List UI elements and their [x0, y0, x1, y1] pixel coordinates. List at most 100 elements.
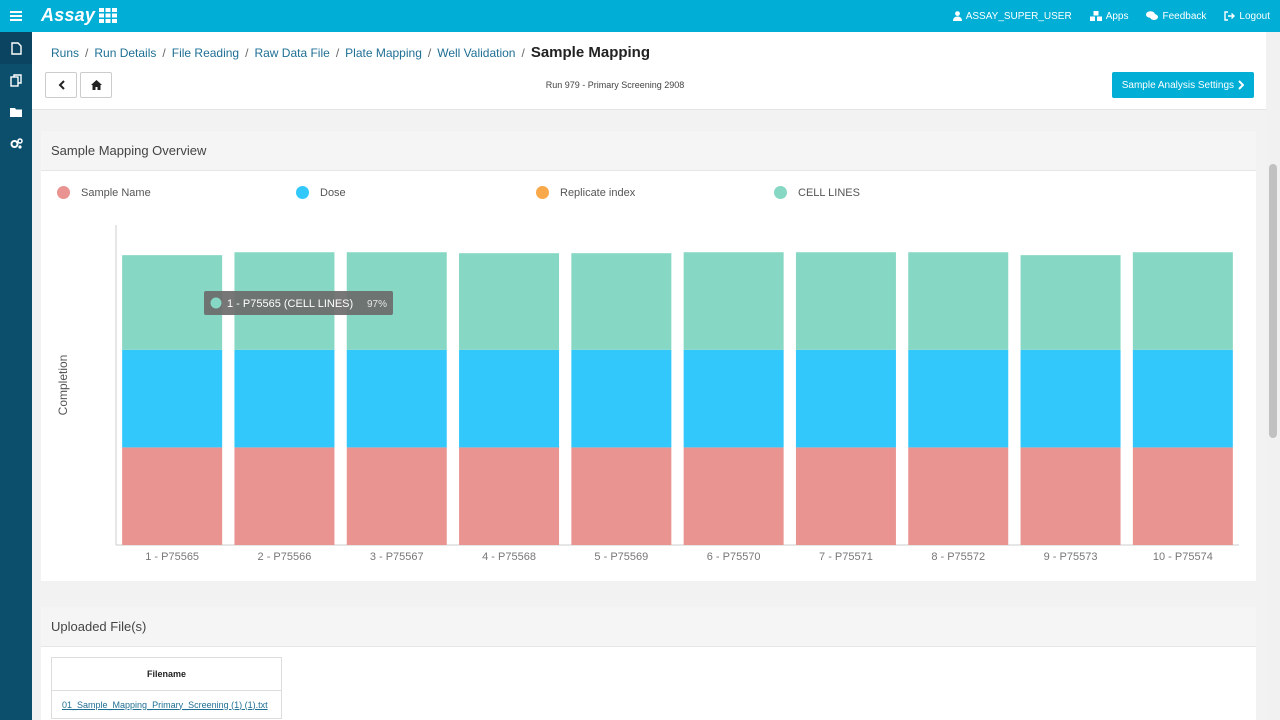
chevron-right-icon	[1238, 80, 1244, 90]
cubes-icon	[1089, 11, 1102, 21]
bar-segment[interactable]	[908, 252, 1009, 350]
bar-segment[interactable]	[1020, 255, 1121, 350]
bar-segment[interactable]	[1020, 349, 1121, 448]
logout-link[interactable]: Logout	[1224, 11, 1270, 22]
bar-segment[interactable]	[459, 349, 560, 448]
bar-segment[interactable]	[459, 253, 560, 350]
bar-segment[interactable]	[571, 447, 672, 545]
breadcrumb-separator: /	[245, 46, 249, 60]
sidebar	[0, 0, 32, 720]
legend-label: Dose	[320, 186, 346, 199]
sidebar-item-documents[interactable]	[0, 32, 32, 64]
comments-icon	[1146, 11, 1159, 20]
grid-logo-icon	[99, 8, 118, 23]
sidebar-item-folders[interactable]	[0, 96, 32, 128]
breadcrumb-plate-mapping[interactable]: Plate Mapping	[345, 46, 422, 60]
bar-segment[interactable]	[1132, 349, 1233, 448]
overview-card-title: Sample Mapping Overview	[41, 131, 1256, 171]
bar-segment[interactable]	[683, 447, 784, 545]
apps-link[interactable]: Apps	[1089, 10, 1129, 22]
legend-swatch	[57, 186, 70, 199]
x-tick-label: 5 - P75569	[594, 551, 648, 563]
breadcrumb-separator: /	[162, 46, 166, 60]
menu-toggle-button[interactable]	[0, 0, 32, 32]
filename-cell: 01_Sample_Mapping_Primary_Screening (1) …	[51, 690, 282, 719]
x-tick-label: 7 - P75571	[819, 551, 873, 563]
copy-icon	[9, 73, 22, 87]
breadcrumb-runs[interactable]: Runs	[51, 46, 80, 60]
bar-segment[interactable]	[1132, 252, 1233, 350]
uploaded-files-card: Uploaded File(s) Filename 01_Sample_Mapp…	[41, 607, 1256, 720]
brand-logo[interactable]: Assay	[41, 5, 118, 26]
sidebar-item-copies[interactable]	[0, 64, 32, 96]
home-icon	[90, 80, 102, 90]
x-tick-label: 6 - P75570	[707, 551, 761, 563]
page-scrollbar[interactable]	[1266, 32, 1280, 720]
apps-label: Apps	[1105, 10, 1129, 22]
bar-segment[interactable]	[1132, 447, 1233, 545]
user-menu[interactable]: ASSAY_SUPER_USER	[952, 11, 1072, 22]
uploaded-files-title: Uploaded File(s)	[41, 607, 1256, 647]
bar-segment[interactable]	[122, 349, 223, 448]
bar-segment[interactable]	[795, 447, 896, 545]
breadcrumb-raw-data-file[interactable]: Raw Data File	[254, 46, 330, 60]
table-row: 01_Sample_Mapping_Primary_Screening (1) …	[51, 690, 282, 719]
breadcrumb-separator: /	[521, 46, 525, 60]
table-header-row: Filename	[51, 657, 282, 691]
chart-legend: Sample Name Dose Replicate index CELL LINES	[57, 186, 957, 202]
x-tick-label: 3 - P75567	[370, 551, 424, 563]
feedback-link[interactable]: Feedback	[1146, 11, 1206, 22]
bar-segment[interactable]	[795, 349, 896, 448]
bar-segment[interactable]	[122, 447, 223, 545]
top-navbar: Assay ASSAY_SUPER_USER Apps Feedback Log…	[32, 0, 1280, 32]
y-axis-label: Completion	[56, 355, 70, 416]
sample-analysis-settings-button[interactable]: Sample Analysis Settings	[1111, 72, 1254, 98]
bar-segment[interactable]	[683, 252, 784, 350]
back-button[interactable]	[45, 72, 77, 98]
sample-mapping-overview-card: Sample Mapping Overview Sample Name Dose R…	[41, 131, 1256, 581]
bar-segment[interactable]	[908, 447, 1009, 545]
bar-segment[interactable]	[459, 447, 560, 545]
bar-segment[interactable]	[346, 349, 447, 448]
document-icon	[10, 41, 22, 55]
legend-label: CELL LINES	[798, 186, 860, 199]
legend-item[interactable]: Dose	[296, 186, 346, 199]
sample-mapping-chart: Completion 1 - P75565 2 - P75566 3 - P75567…	[56, 225, 1239, 563]
legend-label: Replicate index	[560, 186, 636, 199]
breadcrumb-separator: /	[335, 46, 340, 60]
x-tick-label: 9 - P75573	[1044, 551, 1098, 563]
page-header: Runs / Run Details / File Reading / Raw Dat…	[32, 32, 1266, 110]
breadcrumb-file-reading[interactable]: File Reading	[171, 46, 240, 60]
file-link[interactable]: 01_Sample_Mapping_Primary_Screening (1) …	[62, 699, 268, 710]
settings-button-label: Sample Analysis Settings	[1121, 79, 1234, 91]
bar-segment[interactable]	[795, 252, 896, 350]
breadcrumb: Runs / Run Details / File Reading / Raw Dat…	[51, 44, 650, 61]
legend-item[interactable]: Sample Name	[57, 186, 151, 199]
legend-swatch	[296, 186, 309, 199]
bar-segment[interactable]	[234, 447, 335, 545]
bar-segment[interactable]	[683, 349, 784, 448]
breadcrumb-run-details[interactable]: Run Details	[94, 46, 157, 60]
bar-segment[interactable]	[234, 349, 335, 448]
home-button[interactable]	[80, 72, 112, 98]
scrollbar-thumb[interactable]	[1269, 164, 1277, 438]
tooltip-label: 1 - P75565 (CELL LINES)	[227, 298, 353, 310]
bar-segment[interactable]	[346, 447, 447, 545]
bar-segment[interactable]	[571, 253, 672, 350]
bar-segment[interactable]	[1020, 447, 1121, 545]
chevron-left-icon	[58, 80, 65, 90]
sidebar-item-settings[interactable]	[0, 128, 32, 160]
legend-item[interactable]: CELL LINES	[774, 186, 860, 199]
bar-segment[interactable]	[571, 349, 672, 448]
bar-segment[interactable]	[908, 349, 1009, 448]
legend-swatch	[536, 186, 549, 199]
run-label: Run 979 - Primary Screening 2908	[545, 80, 685, 90]
legend-swatch	[774, 186, 787, 199]
legend-item[interactable]: Replicate index	[536, 186, 635, 199]
breadcrumb-separator: /	[85, 46, 89, 60]
files-table: Filename 01_Sample_Mapping_Primary_Scree…	[51, 657, 282, 719]
breadcrumb-well-validation[interactable]: Well Validation	[437, 46, 516, 60]
tooltip-value: 97%	[367, 299, 387, 310]
tooltip-swatch	[210, 297, 222, 309]
user-icon	[952, 11, 962, 21]
